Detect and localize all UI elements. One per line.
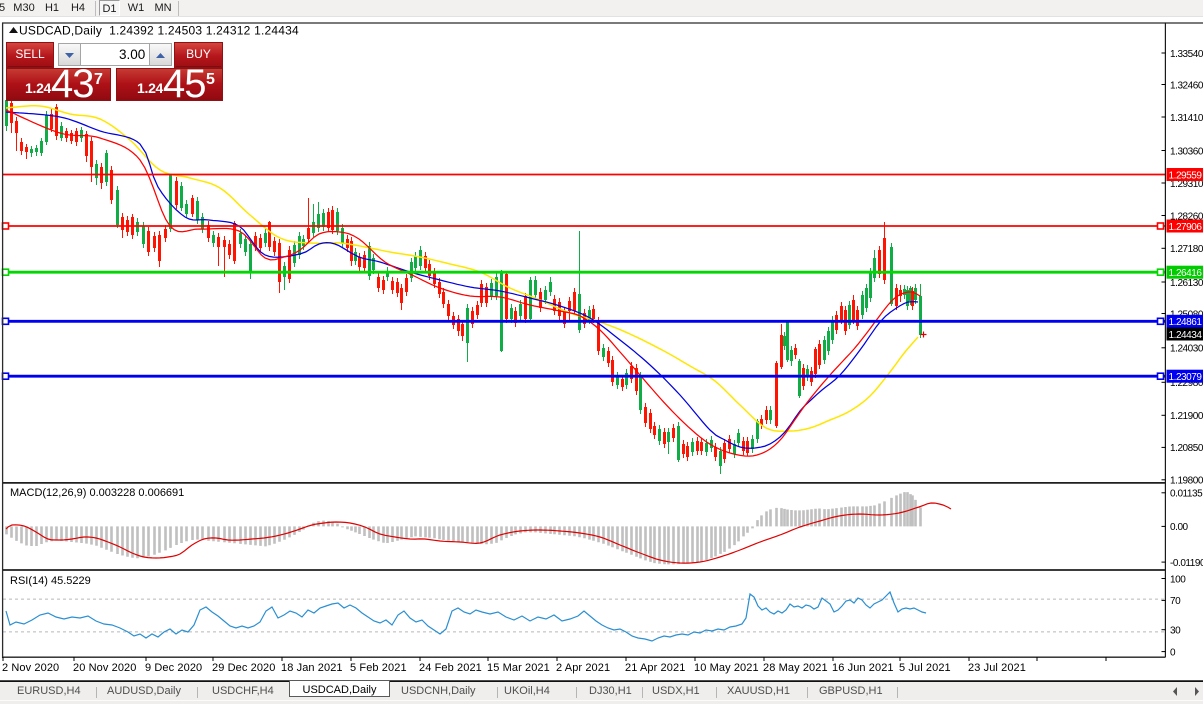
svg-text:30: 30 xyxy=(1170,626,1181,637)
svg-text:24 Feb 2021: 24 Feb 2021 xyxy=(419,662,482,674)
svg-text:18 Jan 2021: 18 Jan 2021 xyxy=(281,662,343,674)
svg-text:2 Apr 2021: 2 Apr 2021 xyxy=(556,662,610,674)
svg-text:MACD(12,26,9) 0.003228 0.00669: MACD(12,26,9) 0.003228 0.006691 xyxy=(10,487,184,499)
svg-text:1.29559: 1.29559 xyxy=(1169,170,1203,181)
svg-text:1.24861: 1.24861 xyxy=(1169,317,1203,328)
svg-text:28 May 2021: 28 May 2021 xyxy=(763,662,828,674)
svg-text:1.20850: 1.20850 xyxy=(1170,443,1203,454)
svg-text:1.26416: 1.26416 xyxy=(1169,268,1203,279)
svg-text:9 Dec 2020: 9 Dec 2020 xyxy=(145,662,202,674)
svg-text:1.24434: 1.24434 xyxy=(1169,330,1203,341)
svg-text:USDCAD,Daily 1.24392 1.24503: USDCAD,Daily 1.24392 1.24503 1.24312 1.2… xyxy=(19,24,299,38)
svg-text:RSI(14) 45.5229: RSI(14) 45.5229 xyxy=(10,575,91,587)
svg-text:23 Jul 2021: 23 Jul 2021 xyxy=(968,662,1026,674)
svg-text:15 Mar 2021: 15 Mar 2021 xyxy=(487,662,550,674)
svg-text:100: 100 xyxy=(1170,574,1186,585)
svg-text:0: 0 xyxy=(1170,647,1176,658)
svg-text:29 Dec 2020: 29 Dec 2020 xyxy=(212,662,275,674)
svg-text:1.24030: 1.24030 xyxy=(1170,344,1203,355)
svg-text:16 Jun 2021: 16 Jun 2021 xyxy=(832,662,894,674)
svg-text:2 Nov 2020: 2 Nov 2020 xyxy=(2,662,59,674)
svg-text:1.19800: 1.19800 xyxy=(1170,476,1203,487)
svg-text:21 Apr 2021: 21 Apr 2021 xyxy=(625,662,685,674)
svg-text:1.30360: 1.30360 xyxy=(1170,146,1203,157)
svg-text:10 May 2021: 10 May 2021 xyxy=(694,662,759,674)
svg-text:5 Feb 2021: 5 Feb 2021 xyxy=(350,662,407,674)
svg-text:0.01135: 0.01135 xyxy=(1170,489,1203,500)
svg-text:1.27180: 1.27180 xyxy=(1170,244,1203,255)
svg-text:5 Jul 2021: 5 Jul 2021 xyxy=(899,662,951,674)
svg-text:1.33540: 1.33540 xyxy=(1170,49,1203,60)
svg-text:1.32460: 1.32460 xyxy=(1170,80,1203,91)
svg-text:20 Nov 2020: 20 Nov 2020 xyxy=(73,662,136,674)
svg-text:1.21900: 1.21900 xyxy=(1170,411,1203,422)
svg-text:1.23079: 1.23079 xyxy=(1169,372,1203,383)
svg-text:1.27906: 1.27906 xyxy=(1169,222,1203,233)
svg-text:1.26130: 1.26130 xyxy=(1170,278,1203,289)
svg-text:0.00: 0.00 xyxy=(1170,522,1189,533)
svg-text:1.31410: 1.31410 xyxy=(1170,113,1203,124)
svg-text:70: 70 xyxy=(1170,596,1181,607)
svg-text:-0.01190: -0.01190 xyxy=(1170,558,1203,569)
